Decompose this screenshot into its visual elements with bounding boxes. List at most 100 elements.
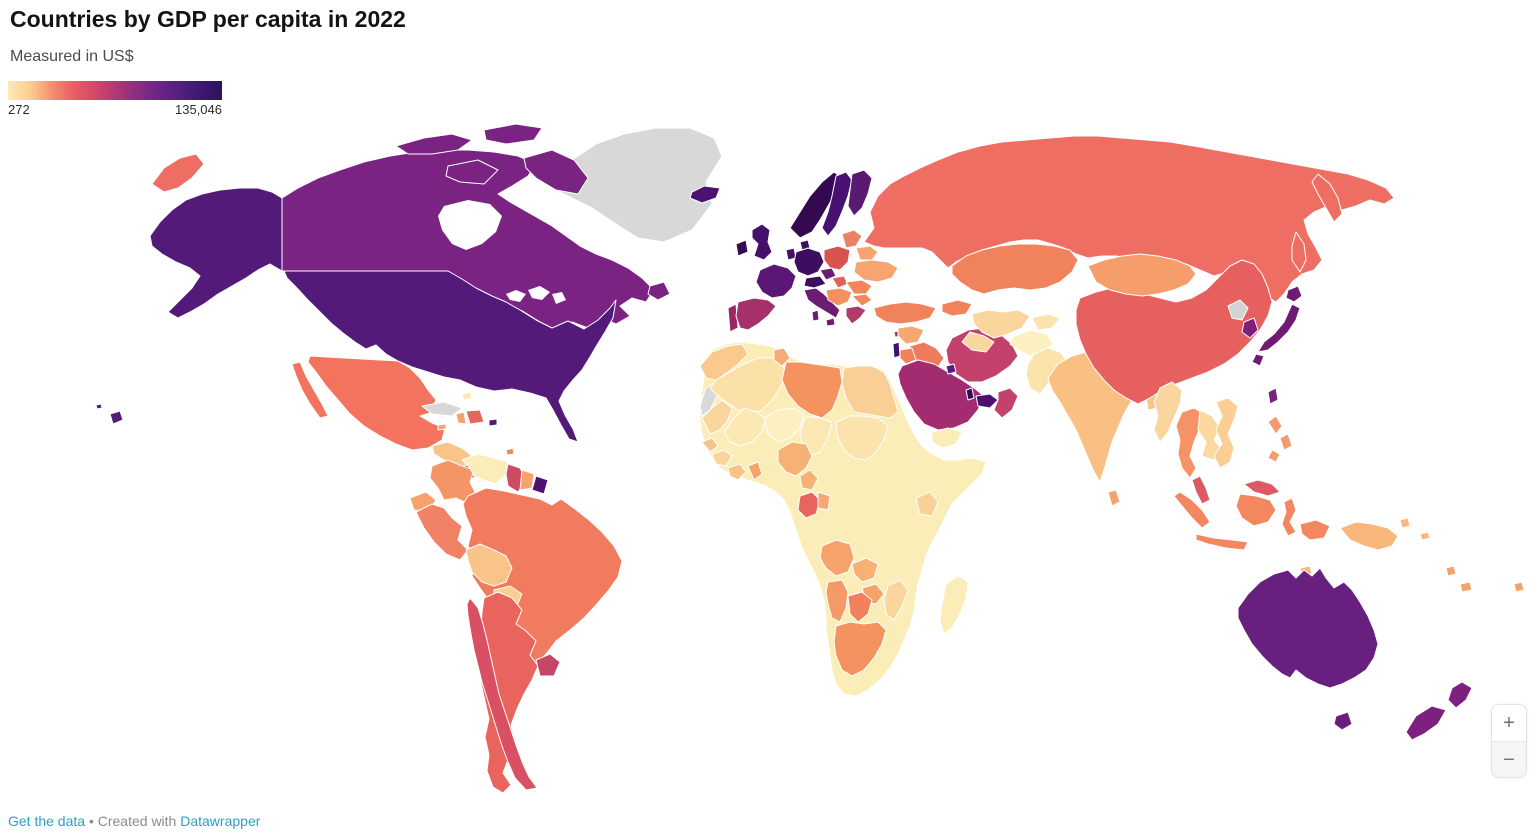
country-congo[interactable] bbox=[817, 491, 831, 511]
country-kuwait[interactable] bbox=[945, 363, 957, 375]
country-uzbekistan[interactable] bbox=[971, 309, 1031, 339]
country-peru[interactable] bbox=[415, 503, 469, 561]
country-dominican-republic[interactable] bbox=[465, 409, 485, 425]
country-haiti[interactable] bbox=[455, 411, 467, 425]
country-japan-hokkaido[interactable] bbox=[1285, 285, 1303, 303]
country-myanmar[interactable] bbox=[1153, 381, 1183, 443]
country-north-korea[interactable] bbox=[1227, 299, 1249, 321]
country-canada-arctic-islands-2[interactable] bbox=[483, 123, 543, 145]
country-gabon[interactable] bbox=[797, 491, 821, 519]
country-russia-chukotka[interactable] bbox=[151, 153, 205, 193]
country-cameroon[interactable] bbox=[799, 469, 819, 491]
country-suriname[interactable] bbox=[519, 469, 535, 491]
country-indonesia-sulawesi[interactable] bbox=[1281, 497, 1297, 537]
country-senegal[interactable] bbox=[701, 437, 719, 453]
country-philippines-visayas[interactable] bbox=[1279, 433, 1293, 451]
country-sudan[interactable] bbox=[835, 415, 889, 461]
country-jamaica[interactable] bbox=[437, 423, 447, 431]
country-china[interactable] bbox=[1075, 259, 1273, 405]
country-malaysia-peninsula[interactable] bbox=[1191, 475, 1211, 505]
country-usa-hawaii[interactable] bbox=[109, 410, 124, 425]
country-botswana[interactable] bbox=[847, 591, 873, 623]
country-finland[interactable] bbox=[847, 169, 873, 217]
country-mauritania[interactable] bbox=[701, 399, 733, 435]
country-fiji[interactable] bbox=[1513, 581, 1525, 593]
country-mali[interactable] bbox=[723, 407, 767, 447]
country-south-africa[interactable] bbox=[833, 621, 887, 677]
country-trinidad[interactable] bbox=[505, 447, 515, 456]
country-canada-victoria[interactable] bbox=[445, 159, 499, 185]
country-israel-lebanon[interactable] bbox=[892, 341, 901, 359]
country-oman[interactable] bbox=[993, 387, 1019, 419]
country-canada-newfoundland[interactable] bbox=[647, 281, 671, 301]
country-chad[interactable] bbox=[799, 415, 833, 457]
country-australia-tasmania[interactable] bbox=[1333, 711, 1353, 731]
country-mozambique[interactable] bbox=[883, 579, 909, 621]
country-russia[interactable] bbox=[863, 135, 1395, 303]
country-australia[interactable] bbox=[1237, 567, 1379, 689]
country-italy-sardinia[interactable] bbox=[811, 309, 820, 322]
country-guinea[interactable] bbox=[711, 449, 733, 467]
country-turkmenistan[interactable] bbox=[961, 331, 995, 353]
country-japan-honshu[interactable] bbox=[1257, 303, 1301, 353]
country-zambia[interactable] bbox=[851, 557, 879, 583]
zoom-in-button[interactable]: + bbox=[1492, 705, 1526, 741]
country-sri-lanka[interactable] bbox=[1107, 489, 1121, 507]
country-vietnam[interactable] bbox=[1213, 397, 1239, 469]
country-south-korea[interactable] bbox=[1241, 317, 1259, 339]
country-new-zealand-south[interactable] bbox=[1405, 705, 1447, 741]
datawrapper-link[interactable]: Datawrapper bbox=[180, 813, 261, 829]
country-cuba[interactable] bbox=[421, 401, 463, 417]
country-usa-alaska[interactable] bbox=[149, 187, 283, 319]
country-belarus[interactable] bbox=[855, 245, 879, 261]
country-vanuatu[interactable] bbox=[1445, 565, 1457, 577]
country-malaysia-borneo[interactable] bbox=[1243, 479, 1281, 497]
country-papua-new-guinea[interactable] bbox=[1339, 521, 1399, 551]
country-caucasus[interactable] bbox=[941, 299, 973, 317]
country-chile[interactable] bbox=[466, 597, 538, 791]
country-qatar[interactable] bbox=[965, 387, 975, 401]
country-mexico-baja[interactable] bbox=[291, 361, 329, 419]
country-saudi-arabia[interactable] bbox=[897, 359, 985, 431]
country-philippines-luzon[interactable] bbox=[1267, 415, 1283, 435]
country-libya[interactable] bbox=[781, 361, 843, 419]
country-argentina[interactable] bbox=[478, 591, 539, 794]
country-uk[interactable] bbox=[751, 223, 773, 261]
country-turkey[interactable] bbox=[873, 301, 937, 325]
country-kyrgyzstan-tajikistan[interactable] bbox=[1031, 313, 1061, 331]
country-russia-kamchatka[interactable] bbox=[1311, 173, 1343, 223]
country-indonesia-kalimantan[interactable] bbox=[1235, 493, 1277, 527]
country-portugal[interactable] bbox=[727, 303, 739, 333]
country-pakistan[interactable] bbox=[1025, 347, 1069, 395]
country-kenya[interactable] bbox=[915, 491, 939, 517]
country-bulgaria[interactable] bbox=[851, 293, 873, 307]
country-bolivia[interactable] bbox=[465, 543, 513, 587]
country-new-zealand-north[interactable] bbox=[1447, 681, 1473, 709]
country-greece[interactable] bbox=[845, 305, 867, 325]
country-ukraine[interactable] bbox=[853, 259, 899, 283]
country-bahamas[interactable] bbox=[461, 391, 473, 401]
country-japan-kyushu[interactable] bbox=[1251, 353, 1265, 367]
country-solomon-islands[interactable] bbox=[1419, 531, 1431, 541]
country-indonesia-papua[interactable] bbox=[1299, 519, 1331, 541]
country-puerto-rico[interactable] bbox=[488, 418, 498, 427]
country-czechia[interactable] bbox=[819, 267, 837, 281]
country-italy[interactable] bbox=[803, 287, 841, 319]
country-angola[interactable] bbox=[819, 539, 855, 577]
country-nigeria[interactable] bbox=[777, 441, 813, 477]
country-poland[interactable] bbox=[823, 245, 851, 271]
country-philippines-mindanao[interactable] bbox=[1267, 449, 1281, 463]
country-italy-sicily[interactable] bbox=[825, 317, 836, 327]
country-russia-sakhalin[interactable] bbox=[1291, 231, 1307, 273]
country-uruguay[interactable] bbox=[535, 653, 561, 677]
country-jordan[interactable] bbox=[899, 347, 917, 365]
country-romania[interactable] bbox=[845, 279, 873, 295]
country-france[interactable] bbox=[755, 263, 797, 299]
country-canada-arctic-islands-1[interactable] bbox=[395, 133, 473, 155]
country-spain[interactable] bbox=[735, 297, 777, 331]
country-uae[interactable] bbox=[975, 393, 999, 409]
country-niger[interactable] bbox=[763, 407, 805, 443]
country-ghana[interactable] bbox=[747, 461, 763, 481]
country-ireland[interactable] bbox=[735, 239, 749, 257]
country-iceland[interactable] bbox=[689, 185, 721, 204]
